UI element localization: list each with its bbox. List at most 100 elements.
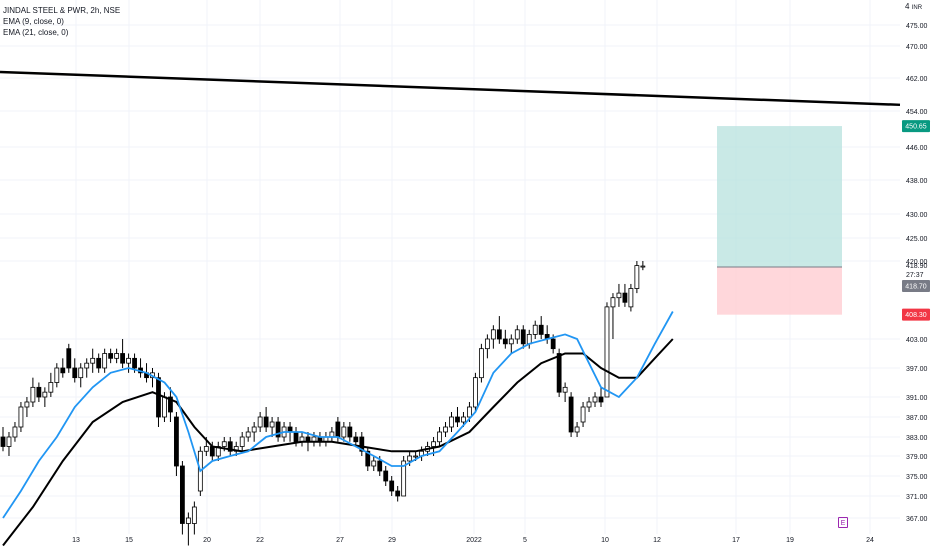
time-tick-label: 24 xyxy=(866,537,874,544)
price-tick-label: 425.00 xyxy=(906,236,928,243)
candle-body-59 xyxy=(353,436,359,443)
candle-body-44 xyxy=(263,416,269,428)
candle-body-77 xyxy=(461,416,466,423)
price-tick-label: 438.00 xyxy=(906,178,928,185)
price-tick-label: 420.00 xyxy=(906,259,928,266)
candle-body-28 xyxy=(168,396,173,413)
candle-body-97 xyxy=(580,406,586,423)
stop-zone[interactable] xyxy=(717,266,842,315)
candle-body-26 xyxy=(156,377,161,418)
time-tick-label: 2022 xyxy=(466,537,482,544)
long-position-tool[interactable] xyxy=(717,126,842,315)
resistance-trendline[interactable] xyxy=(0,70,901,107)
candle-body-45 xyxy=(269,421,275,428)
candle-body-5 xyxy=(30,386,36,403)
candle-body-16 xyxy=(96,357,102,369)
candle-body-79 xyxy=(473,377,478,408)
candle-body-65 xyxy=(389,480,395,492)
time-axis[interactable]: 13 15 20 22 27 29 2022 5 10 12 17 19 24 xyxy=(72,537,874,544)
candle-body-35 xyxy=(209,446,215,457)
price-tick-label: 367.00 xyxy=(906,516,928,523)
price-tick-label: 403.00 xyxy=(906,337,928,344)
candle-body-20 xyxy=(120,353,125,364)
candle-body-29 xyxy=(174,416,179,467)
candle-body-38 xyxy=(227,441,233,452)
candle-body-94 xyxy=(562,386,568,393)
ema21-line xyxy=(2,338,674,547)
time-tick-label: 29 xyxy=(388,537,396,544)
target-price-badge: 450.65 xyxy=(905,124,927,131)
candle-body-76 xyxy=(455,416,460,423)
current-price-label: 418.90 xyxy=(906,263,928,270)
candle-body-4 xyxy=(24,401,30,408)
candle-body-63 xyxy=(377,460,383,472)
candle-body-18 xyxy=(108,353,114,359)
trendline[interactable] xyxy=(0,70,901,107)
earnings-event-marker[interactable]: E xyxy=(838,517,848,528)
candle-body-85 xyxy=(508,338,514,345)
candle-body-2 xyxy=(12,426,18,438)
time-tick-label: 13 xyxy=(72,537,80,544)
candle-body-37 xyxy=(221,441,227,447)
candle-body-66 xyxy=(395,490,401,497)
candle-body-88 xyxy=(526,334,532,345)
candle-body-82 xyxy=(490,329,496,340)
candlestick-series xyxy=(0,261,646,546)
candle-body-98 xyxy=(586,401,592,408)
candle-body-8 xyxy=(48,382,54,393)
candle-body-11 xyxy=(66,348,72,369)
candle-body-32 xyxy=(191,506,197,524)
candle-body-3 xyxy=(18,406,24,428)
price-tick-label: 430.00 xyxy=(906,212,928,219)
candle-body-64 xyxy=(383,470,389,482)
candle-body-92 xyxy=(550,338,556,350)
candle-body-102 xyxy=(610,297,616,308)
candle-body-83 xyxy=(496,329,502,340)
candle-body-9 xyxy=(54,367,60,383)
candle-body-49 xyxy=(293,431,299,443)
price-tick-label: 379.00 xyxy=(906,454,928,461)
price-tick-label: 387.00 xyxy=(906,415,928,422)
candle-body-17 xyxy=(102,353,108,369)
candle-body-99 xyxy=(592,396,598,403)
ema9-line xyxy=(2,311,674,519)
price-tick-label: 391.00 xyxy=(906,395,928,402)
symbol-legend[interactable]: JINDAL STEEL & PWR, 2h, NSE xyxy=(3,6,121,15)
indicator-ema21-legend[interactable]: EMA (21, close, 0) xyxy=(3,28,69,37)
ema-lines xyxy=(2,311,674,547)
indicator-ema9-legend[interactable]: EMA (9, close, 0) xyxy=(3,17,64,26)
target-zone[interactable] xyxy=(717,126,842,267)
candle-body-19 xyxy=(114,353,120,359)
candle-body-103 xyxy=(616,292,622,299)
candle-body-89 xyxy=(532,324,538,335)
price-tick-label: 375.00 xyxy=(906,474,928,481)
price-axis[interactable]: 475.00 470.00 462.00 454.00 446.00 438.00 430.… xyxy=(906,23,928,523)
candle-body-86 xyxy=(514,329,520,340)
candle-body-57 xyxy=(341,426,347,438)
currency-code: INR xyxy=(911,5,923,11)
price-badges: 450.65 418.90 27:37 418.70 408.30 xyxy=(902,120,930,321)
candle-body-75 xyxy=(449,416,454,428)
candle-body-105 xyxy=(628,288,634,308)
candle-body-43 xyxy=(257,416,263,428)
candle-body-61 xyxy=(365,450,371,467)
chart-legend: JINDAL STEEL & PWR, 2h, NSE EMA (9, clos… xyxy=(3,5,120,38)
candle-body-73 xyxy=(437,431,442,443)
candle-body-0 xyxy=(0,436,6,447)
time-tick-label: 12 xyxy=(653,537,661,544)
time-tick-label: 17 xyxy=(732,537,740,544)
candle-body-68 xyxy=(407,455,413,462)
stop-price-badge-bg xyxy=(902,308,930,321)
candle-body-13 xyxy=(78,367,84,379)
candle-body-104 xyxy=(622,292,628,303)
candle-body-62 xyxy=(371,460,377,467)
entry-price-badge-bg xyxy=(902,280,930,292)
time-tick-label: 15 xyxy=(125,537,133,544)
candle-body-40 xyxy=(239,436,245,447)
time-tick-label: 19 xyxy=(786,537,794,544)
candle-body-80 xyxy=(478,348,484,379)
candle-body-42 xyxy=(251,426,257,433)
candle-body-95 xyxy=(568,396,574,433)
